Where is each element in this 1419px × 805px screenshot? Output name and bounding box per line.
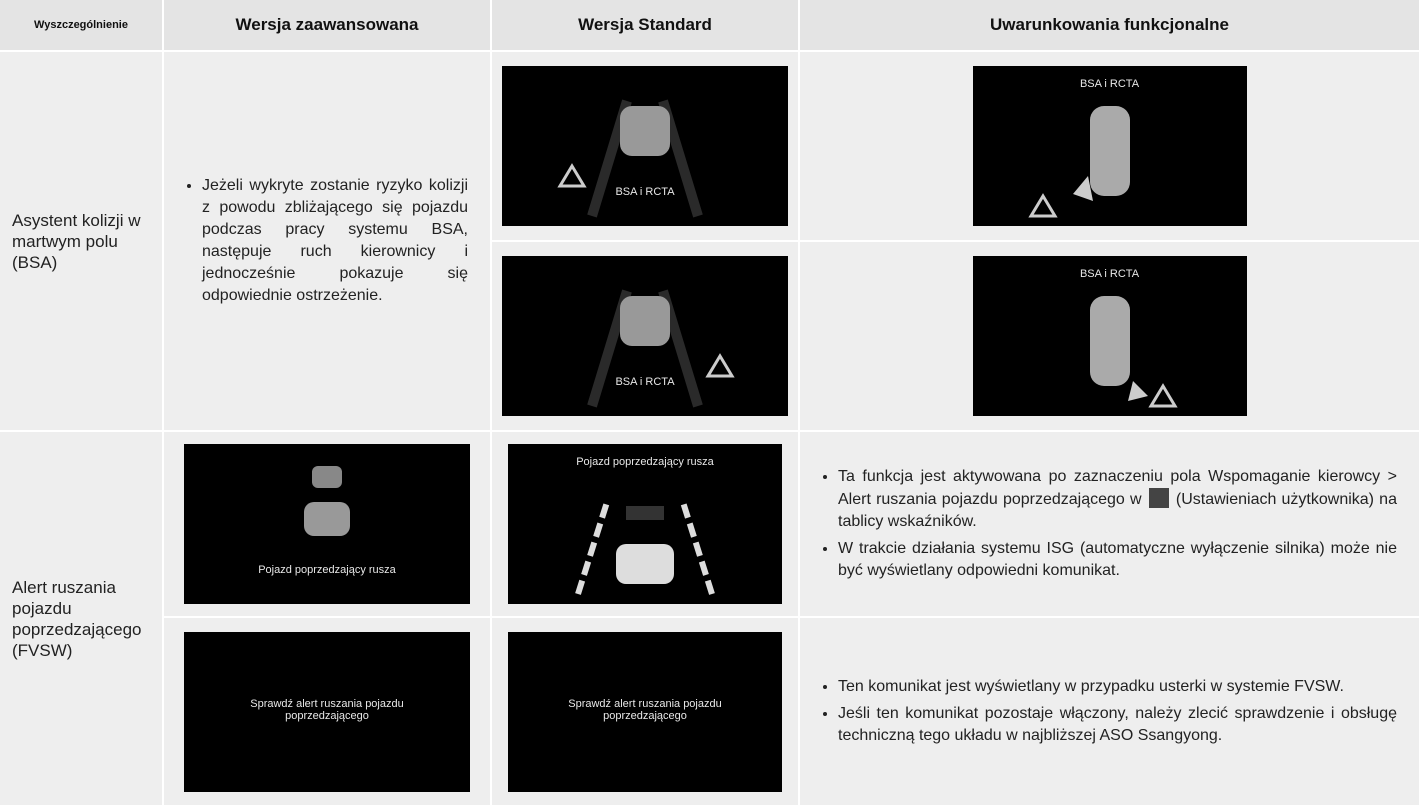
screen: BSA i RCTA [502, 66, 788, 226]
note: Jeżeli wykryte zostanie ryzyko kolizji z… [202, 175, 468, 307]
screen-text: BSA i RCTA [615, 376, 675, 388]
screen-text: Pojazd poprzedzający rusza [576, 456, 714, 468]
screen-cell: Sprawdź alert ruszania pojazdu poprzedza… [164, 618, 490, 805]
screen: Pojazd poprzedzający rusza [184, 444, 470, 604]
screen-text: Sprawdź alert ruszania pojazdu poprzedza… [250, 697, 404, 722]
screen-cell: BSA i RCTA [492, 52, 798, 240]
screen-cell: Pojazd poprzedzający rusza [164, 432, 490, 616]
screen-cell: Sprawdź alert ruszania pojazdu poprzedza… [492, 618, 798, 805]
screen-text: BSA i RCTA [1079, 78, 1140, 90]
row-label: Alert ruszania pojazdu poprzedzającego (… [0, 432, 162, 805]
note: Jeśli ten komunikat pozostaje włączony, … [838, 703, 1397, 747]
illustration [1027, 106, 1130, 218]
screen-cell: BSA i RCTA [492, 242, 798, 430]
settings-icon [1148, 488, 1169, 508]
note-text: Ta funkcja jest aktywowana po zaznaczeni… [838, 468, 1397, 508]
note: Ten komunikat jest wyświetlany w przypad… [838, 676, 1397, 698]
screen-cell: BSA i RCTA [800, 242, 1419, 430]
screen: BSA i RCTA [502, 256, 788, 416]
header-cell: Wersja zaawansowana [164, 0, 490, 50]
screen: Sprawdź alert ruszania pojazdu poprzedza… [508, 631, 782, 792]
screen: BSA i RCTA [972, 256, 1247, 416]
screen: Sprawdź alert ruszania pojazdu poprzedza… [184, 631, 470, 792]
header-cell: Wyszczególnienie [0, 0, 162, 50]
screen-text: BSA i RCTA [615, 186, 675, 198]
screen-text: Sprawdź alert ruszania pojazdu poprzedza… [568, 697, 722, 722]
illustration [1089, 296, 1178, 408]
note: Ta funkcja jest aktywowana po zaznaczeni… [838, 466, 1397, 533]
row-label: Asystent kolizji w martwym polu (BSA) [0, 52, 162, 430]
header-cell: Wersja Standard [492, 0, 798, 50]
notes-cell: Ten komunikat jest wyświetlany w przypad… [800, 618, 1419, 805]
note-text: (Ustawieniach użytkownika) na tablicy ws… [838, 491, 1397, 530]
illustration [557, 99, 703, 218]
screen: Pojazd poprzedzający rusza [508, 444, 782, 604]
screen: BSA i RCTA [972, 66, 1247, 226]
screen-cell: BSA i RCTA [800, 52, 1419, 240]
illustration [575, 498, 715, 595]
screen-cell: Pojazd poprzedzający rusza [492, 432, 798, 616]
screen-text: BSA i RCTA [1079, 268, 1140, 280]
illustration [304, 466, 350, 536]
illustration [587, 289, 735, 408]
screen-text: Pojazd poprzedzający rusza [258, 564, 396, 576]
header-cell: Uwarunkowania funkcjonalne [800, 0, 1419, 50]
note: W trakcie działania systemu ISG (automat… [838, 538, 1397, 582]
notes-cell: Ta funkcja jest aktywowana po zaznaczeni… [800, 432, 1419, 616]
notes-cell: Jeżeli wykryte zostanie ryzyko kolizji z… [164, 52, 490, 430]
